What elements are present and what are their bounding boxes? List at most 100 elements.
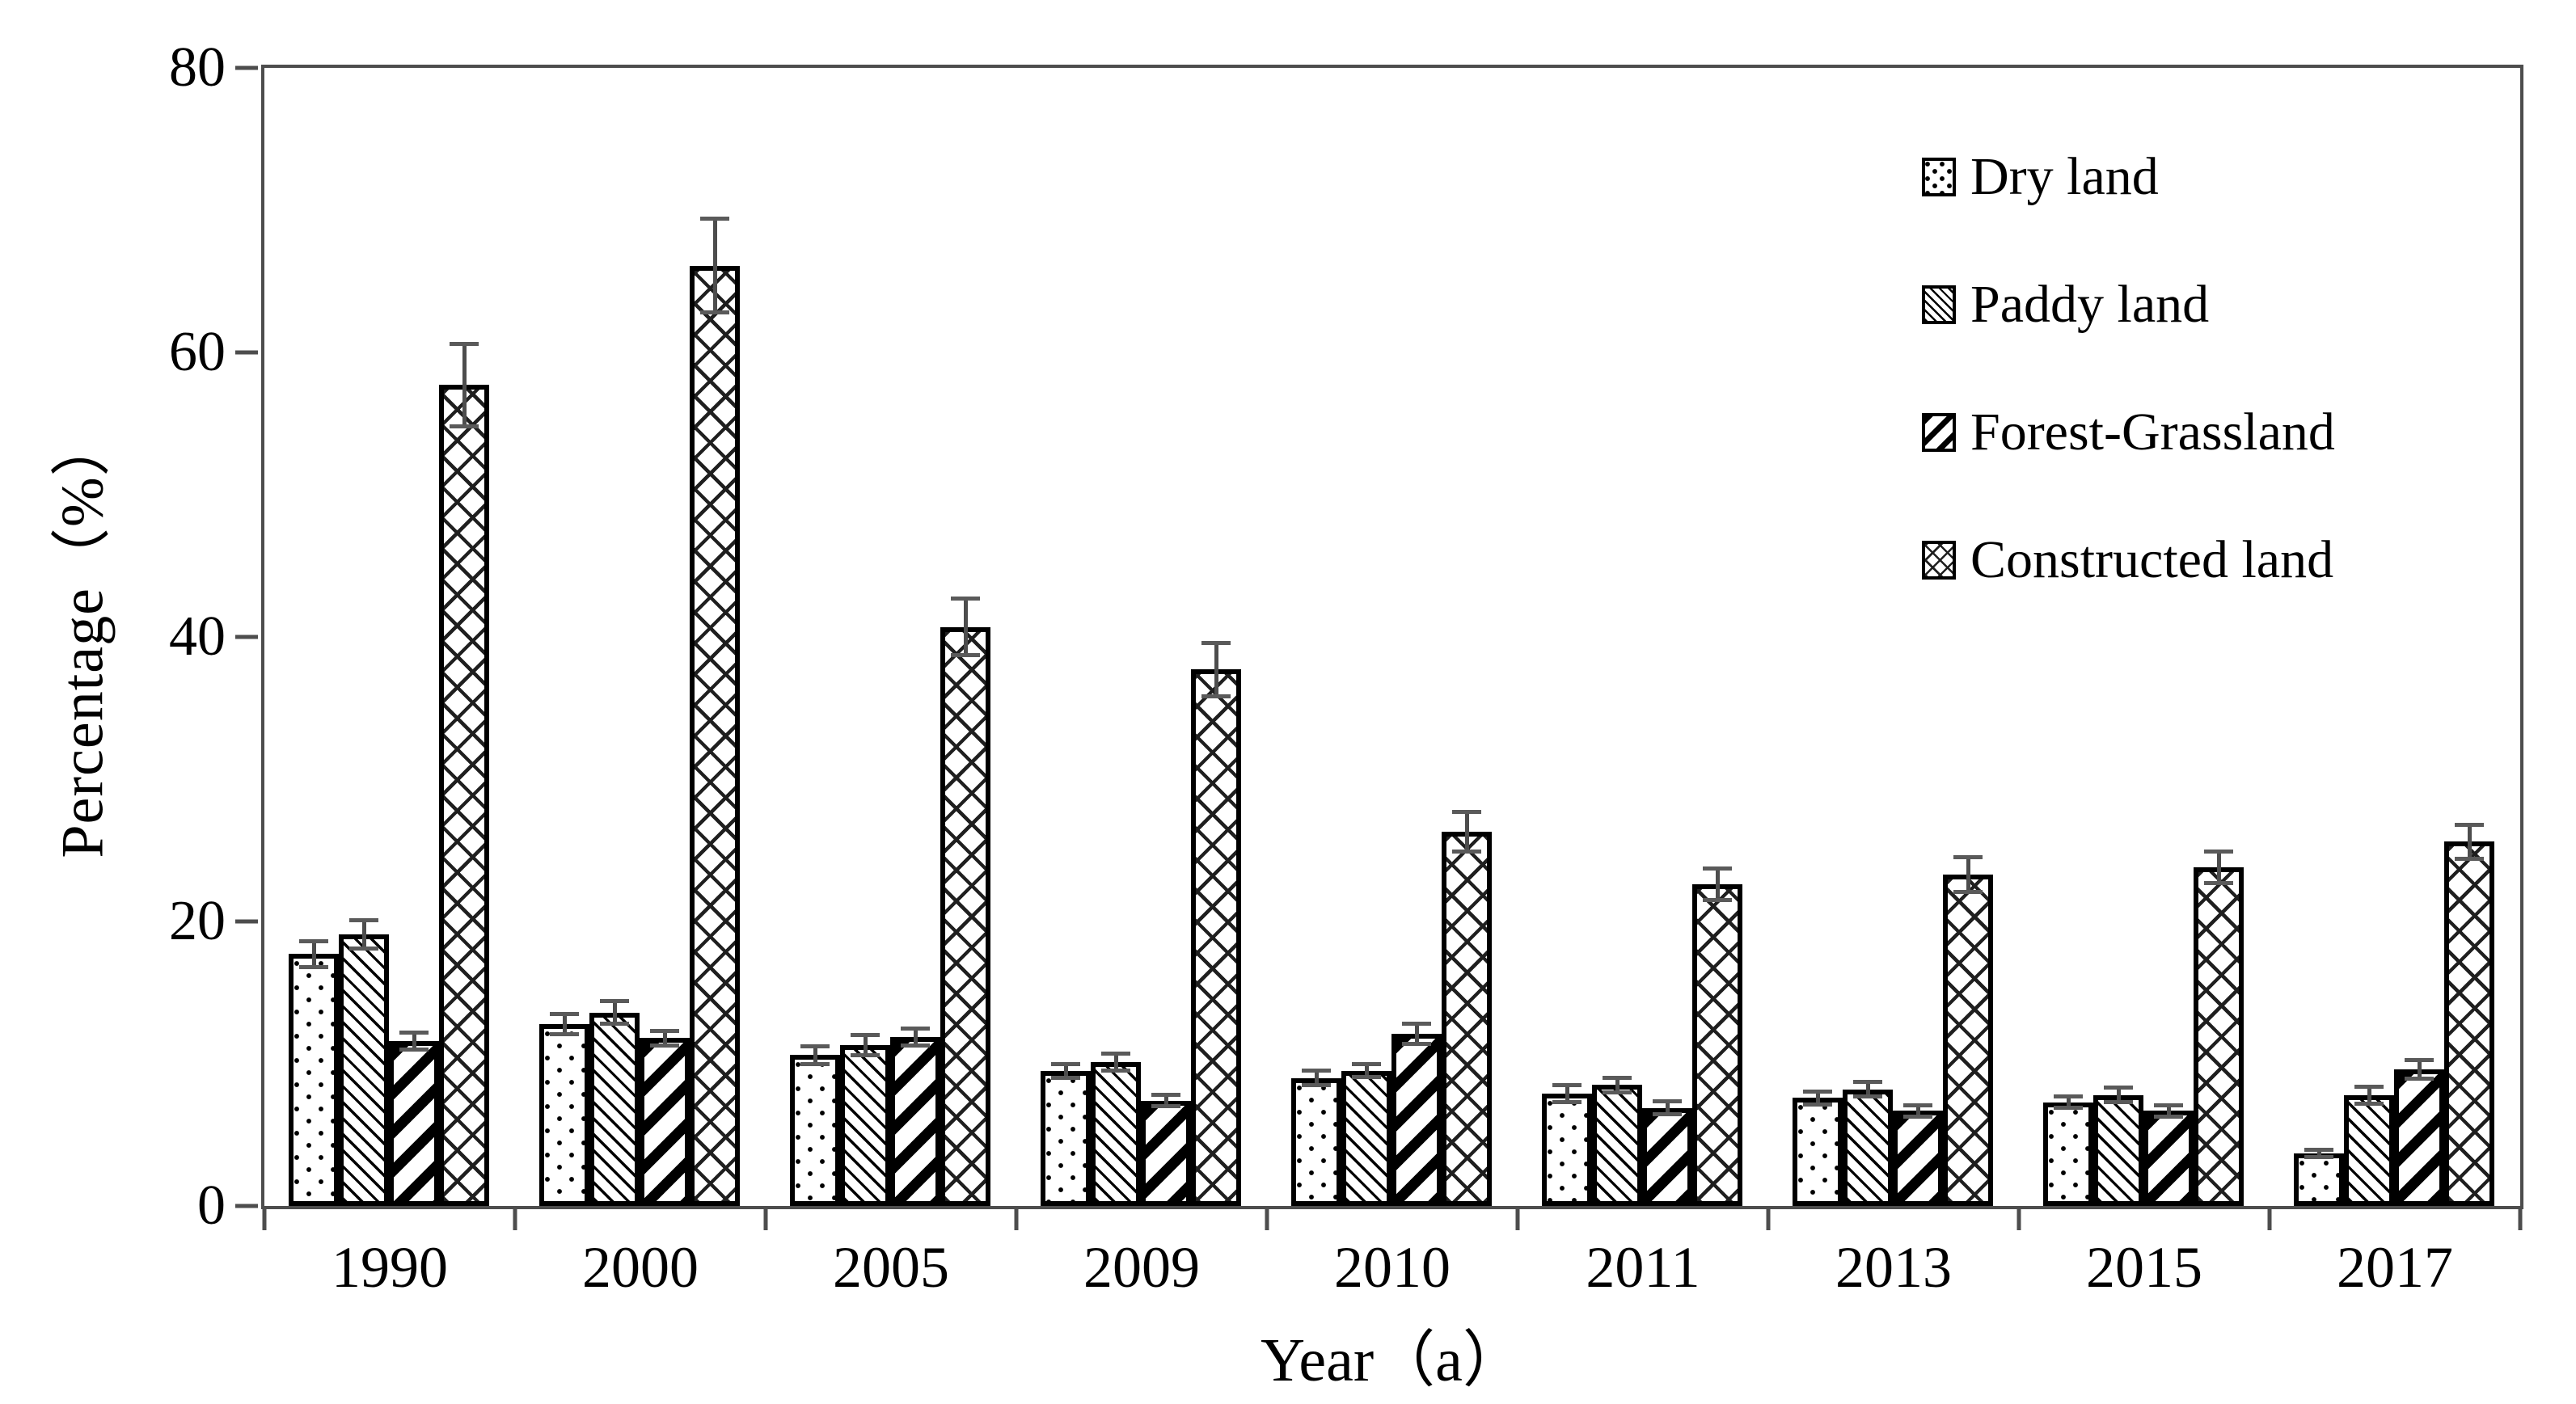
bar-constructed-land-2005 (940, 626, 990, 1206)
legend-item-forest-grassland: Forest-Grassland (1922, 406, 2335, 459)
error-bar-cap (1803, 1102, 1832, 1107)
error-bar-paddy-land-2013 (1865, 1081, 1870, 1097)
error-bar-cap (2204, 850, 2233, 854)
error-bar-dry-land-1990 (311, 941, 316, 968)
error-bar-cap (2154, 1114, 2183, 1119)
bar-dry-land-2000 (539, 1023, 589, 1206)
error-bar-cap (2304, 1154, 2333, 1159)
error-bar-paddy-land-1990 (361, 920, 366, 949)
legend-label: Paddy land (1970, 275, 2210, 334)
error-bar-constructed-land-2011 (1715, 868, 1720, 900)
bar-forest-grassland-2017 (2394, 1069, 2444, 1206)
error-bar-cap (650, 1029, 679, 1034)
error-bar-cap (299, 964, 328, 969)
legend-label: Forest-Grassland (1970, 403, 2335, 462)
legend-swatch-icon (1922, 413, 1956, 452)
x-tick-mark (1014, 1209, 1019, 1230)
error-bar-cap (1903, 1103, 1932, 1107)
error-bar-cap (1653, 1099, 1682, 1104)
error-bar-cap (1703, 898, 1732, 903)
legend-label: Dry land (1970, 147, 2159, 206)
bar-dry-land-2013 (1793, 1098, 1843, 1206)
bar-paddy-land-2015 (2093, 1094, 2143, 1206)
error-bar-forest-grassland-2011 (1665, 1101, 1670, 1115)
bar-forest-grassland-2009 (1141, 1100, 1191, 1206)
x-tick-label: 2015 (2086, 1235, 2202, 1300)
bar-dry-land-2009 (1041, 1070, 1091, 1206)
x-tick-label: 2013 (1835, 1235, 1952, 1300)
error-bar-forest-grassland-2015 (2166, 1105, 2171, 1117)
x-tick-label: 2005 (833, 1235, 949, 1300)
legend-item-constructed-land: Constructed land (1922, 533, 2335, 587)
error-bar-paddy-land-2017 (2367, 1086, 2371, 1104)
error-bar-cap (2104, 1086, 2133, 1090)
error-bar-cap (1603, 1090, 1632, 1094)
bar-constructed-land-2013 (1943, 874, 1993, 1206)
error-bar-cap (2104, 1100, 2133, 1105)
error-bar-cap (1953, 855, 1983, 860)
error-bar-dry-land-2013 (1815, 1091, 1820, 1105)
y-axis-title: Percentage（%） (49, 415, 116, 858)
legend-item-dry-land: Dry land (1922, 150, 2335, 204)
bar-paddy-land-2013 (1843, 1089, 1893, 1206)
error-bar-constructed-land-1990 (462, 344, 467, 427)
bar-constructed-land-2011 (1692, 884, 1742, 1206)
error-bar-constructed-land-2013 (1966, 857, 1970, 892)
bar-dry-land-2017 (2294, 1153, 2344, 1206)
error-bar-cap (399, 1030, 429, 1035)
error-bar-cap (2354, 1101, 2384, 1106)
error-bar-cap (2354, 1084, 2384, 1089)
error-bar-cap (1101, 1052, 1130, 1056)
bar-forest-grassland-2011 (1642, 1107, 1692, 1206)
x-tick-label: 1990 (332, 1235, 448, 1300)
y-tick-mark (235, 350, 258, 355)
bar-forest-grassland-2010 (1391, 1034, 1442, 1206)
error-bar-cap (1853, 1094, 1882, 1098)
x-tick-mark (1766, 1209, 1771, 1230)
error-bar-cap (951, 596, 980, 601)
error-bar-cap (1853, 1080, 1882, 1085)
error-bar-paddy-land-2010 (1364, 1064, 1369, 1077)
error-bar-forest-grassland-1990 (412, 1032, 416, 1050)
error-bar-forest-grassland-2009 (1163, 1094, 1168, 1107)
bar-paddy-land-2017 (2344, 1094, 2394, 1206)
x-tick-label: 2017 (2337, 1235, 2453, 1300)
legend-label: Constructed land (1970, 530, 2334, 589)
error-bar-cap (1051, 1061, 1080, 1066)
error-bar-forest-grassland-2010 (1414, 1023, 1419, 1044)
y-tick-label: 60 (169, 321, 226, 383)
x-axis-title: Year（a） (1261, 1326, 1524, 1394)
error-bar-cap (299, 939, 328, 944)
error-bar-cap (700, 217, 729, 221)
error-bar-constructed-land-2009 (1214, 643, 1218, 697)
x-tick-mark (1265, 1209, 1269, 1230)
x-tick-mark (763, 1209, 768, 1230)
y-tick-label: 80 (169, 36, 226, 99)
error-bar-cap (1051, 1076, 1080, 1081)
bar-dry-land-2005 (790, 1055, 840, 1206)
error-bar-dry-land-2009 (1063, 1064, 1068, 1078)
error-bar-cap (1201, 694, 1231, 699)
error-bar-forest-grassland-2013 (1915, 1105, 1920, 1117)
error-bar-constructed-land-2015 (2216, 851, 2221, 883)
error-bar-cap (1653, 1111, 1682, 1116)
x-tick-label: 2010 (1334, 1235, 1451, 1300)
bar-constructed-land-2015 (2194, 867, 2244, 1206)
bar-constructed-land-2000 (690, 265, 740, 1206)
error-bar-cap (1151, 1093, 1180, 1098)
error-bar-cap (2455, 857, 2484, 862)
error-bar-cap (1803, 1089, 1832, 1094)
error-bar-cap (2405, 1076, 2434, 1081)
bar-dry-land-2011 (1542, 1093, 1592, 1206)
error-bar-cap (700, 310, 729, 315)
error-bar-cap (2154, 1103, 2183, 1107)
error-bar-cap (800, 1061, 830, 1066)
error-bar-cap (550, 1031, 579, 1036)
bar-paddy-land-2009 (1091, 1062, 1141, 1206)
bar-forest-grassland-2013 (1893, 1111, 1943, 1206)
error-bar-dry-land-2010 (1314, 1070, 1319, 1086)
error-bar-forest-grassland-2005 (913, 1028, 918, 1046)
legend: Dry land Paddy land Forest-Grassland Constr… (1922, 150, 2335, 661)
y-tick-label: 0 (197, 1174, 226, 1237)
